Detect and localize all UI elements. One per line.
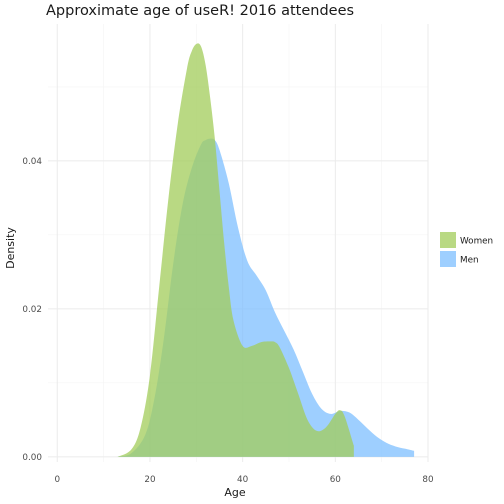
y-tick-label: 0.02 — [22, 305, 42, 315]
legend: Women Men — [440, 232, 493, 267]
x-tick-label: 40 — [237, 475, 249, 485]
legend-label-men: Men — [460, 256, 479, 266]
x-tick-label: 80 — [422, 475, 434, 485]
x-tick-label: 60 — [330, 475, 342, 485]
x-axis-ticks: 0 20 40 60 80 — [54, 475, 434, 485]
density-area-women — [117, 43, 354, 457]
x-axis-title: Age — [224, 486, 246, 499]
legend-label-women: Women — [460, 237, 493, 247]
y-axis-title: Density — [4, 227, 17, 269]
legend-key-women — [440, 232, 456, 248]
density-areas — [117, 43, 415, 457]
x-tick-label: 0 — [54, 475, 60, 485]
y-tick-label: 0.00 — [22, 453, 42, 463]
legend-key-men — [440, 251, 456, 267]
x-tick-label: 20 — [144, 475, 156, 485]
y-axis-ticks: 0.00 0.02 0.04 — [22, 157, 42, 463]
y-tick-label: 0.04 — [22, 157, 42, 167]
chart-title: Approximate age of useR! 2016 attendees — [46, 3, 354, 19]
